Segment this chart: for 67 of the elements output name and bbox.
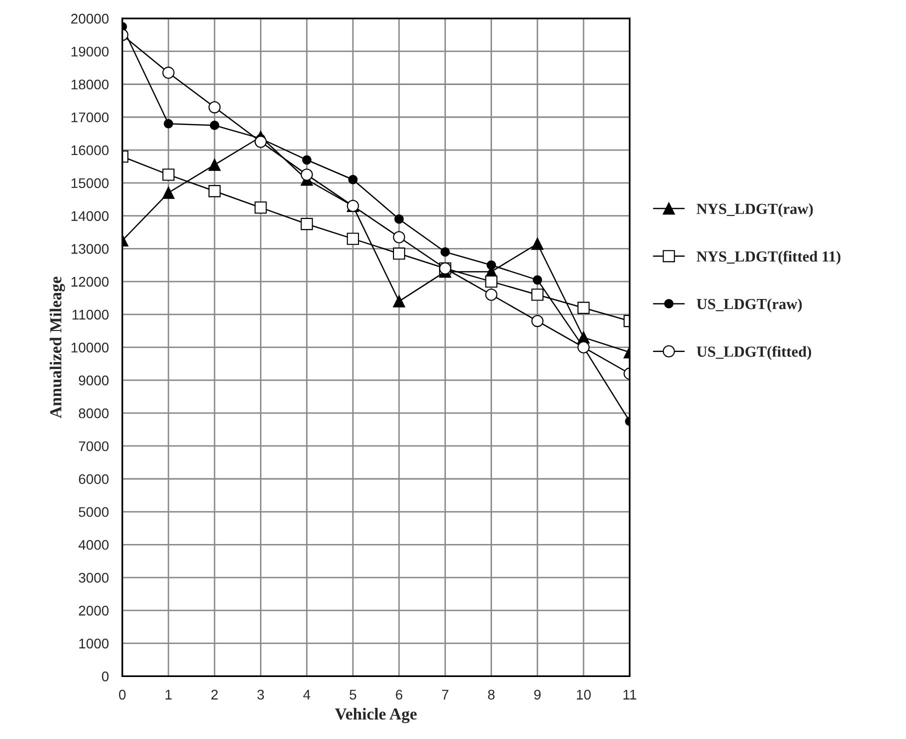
y-tick-label: 9000 [78,376,109,386]
y-tick-label: 10000 [72,342,109,352]
point [164,119,174,128]
point [485,288,498,301]
point [440,247,450,257]
point [531,314,544,328]
y-tick-label: 20000 [71,14,109,24]
x-tick-label: 11 [624,690,636,700]
y-tick-label: 7000 [78,441,109,452]
point [485,275,498,288]
point [531,288,544,301]
y-tick-label: 3000 [78,572,109,583]
legend-label: US_LDGT(fitted) [696,346,812,360]
point [162,168,175,181]
x-tick-label: 2 [211,690,218,700]
x-tick-label: 8 [488,690,495,700]
y-tick-label: 6000 [78,474,109,484]
point [254,136,267,148]
x-tick-label: 5 [350,690,356,700]
x-tick-label: 6 [396,690,402,700]
y-tick-label: 18000 [72,80,109,90]
point [532,275,542,285]
y-tick-label: 1000 [79,638,109,648]
y-tick-label: 12000 [72,276,109,287]
y-tick-label: 15000 [72,178,109,188]
y-tick-label: 11000 [72,310,109,320]
point [208,185,221,198]
y-tick-label: 5000 [78,507,109,517]
point [208,158,221,171]
x-tick-label: 10 [576,690,591,700]
x-tick-label: 3 [257,690,264,700]
y-tick-label: 13000 [72,244,109,254]
y-axis-title: Annualized Mileage [50,276,65,418]
point [392,248,406,260]
x-tick-label: 7 [442,690,448,700]
point [162,186,175,199]
legend-label: US_LDGT(raw) [696,298,802,312]
y-tick-label: 2000 [78,606,109,616]
y-tick-label: 0 [102,672,109,682]
y-tick-label: 19000 [72,46,109,57]
point [577,302,590,314]
point [392,231,406,244]
y-tick-label: 14000 [72,211,109,221]
point [210,120,220,130]
point [348,174,358,184]
point [392,295,406,308]
x-tick-label: 9 [534,690,541,700]
point [394,214,404,224]
y-tick-label: 16000 [72,145,109,156]
y-tick-label: 8000 [78,408,109,418]
x-axis-title: Vehicle Age [335,708,417,724]
point [531,238,544,250]
point [300,218,313,230]
point [254,201,267,214]
x-tick-label: 0 [118,690,126,700]
x-tick-label: 4 [303,690,310,700]
legend-label: NYS_LDGT(raw) [696,203,813,218]
point [346,232,360,245]
point [302,155,312,165]
y-tick-label: 4000 [78,540,109,550]
point [162,66,175,79]
y-tick-label: 17000 [72,112,109,122]
point [486,260,496,270]
legend-label: NYS_LDGT(fitted 11) [696,250,840,265]
point [208,101,221,114]
point [300,168,313,181]
x-tick-label: 1 [166,690,172,700]
